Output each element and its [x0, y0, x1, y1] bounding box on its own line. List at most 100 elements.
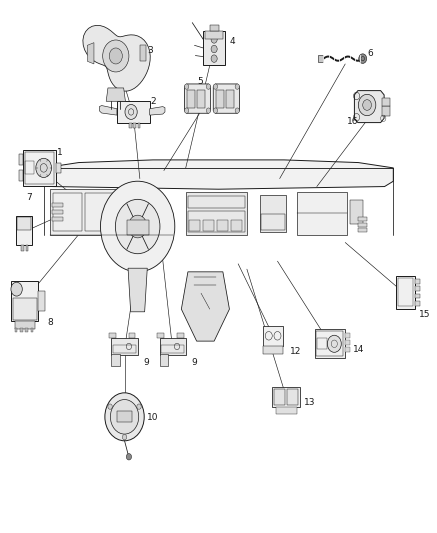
Text: 9: 9: [143, 358, 149, 367]
Bar: [398, 278, 413, 306]
Text: 6: 6: [367, 49, 373, 58]
Bar: [203, 220, 214, 231]
Bar: [52, 203, 63, 207]
Bar: [415, 294, 420, 298]
Bar: [358, 228, 367, 232]
Text: 13: 13: [304, 398, 315, 407]
Bar: [138, 123, 140, 128]
Bar: [350, 200, 363, 224]
Circle shape: [206, 108, 211, 114]
Bar: [25, 327, 28, 332]
Circle shape: [211, 55, 217, 62]
Circle shape: [184, 108, 189, 114]
Text: 1: 1: [57, 149, 62, 157]
Circle shape: [36, 158, 52, 177]
Circle shape: [211, 36, 217, 43]
Bar: [20, 327, 23, 332]
Bar: [117, 411, 132, 422]
Polygon shape: [354, 91, 384, 123]
Bar: [317, 338, 327, 349]
Bar: [203, 30, 225, 65]
Bar: [157, 333, 164, 338]
Bar: [345, 347, 350, 352]
Text: 2: 2: [150, 97, 156, 106]
Bar: [260, 195, 286, 232]
Bar: [13, 297, 37, 319]
Circle shape: [108, 404, 112, 409]
Bar: [25, 161, 34, 174]
Circle shape: [206, 84, 211, 90]
Bar: [188, 211, 245, 232]
Bar: [52, 210, 63, 214]
Circle shape: [125, 104, 137, 119]
Text: 5: 5: [198, 77, 203, 86]
Text: 12: 12: [290, 348, 301, 356]
Bar: [18, 155, 23, 165]
Bar: [50, 189, 118, 235]
Polygon shape: [181, 272, 229, 341]
Bar: [31, 327, 33, 332]
Polygon shape: [100, 106, 117, 115]
Bar: [415, 279, 420, 284]
Bar: [133, 123, 136, 128]
Bar: [272, 387, 301, 407]
Bar: [205, 30, 223, 39]
Bar: [263, 326, 283, 346]
Bar: [18, 171, 23, 181]
Bar: [263, 346, 283, 354]
Circle shape: [213, 108, 218, 114]
Polygon shape: [184, 84, 211, 114]
Bar: [197, 90, 205, 108]
Circle shape: [235, 108, 239, 114]
Circle shape: [327, 335, 341, 352]
Bar: [345, 340, 350, 345]
Bar: [415, 286, 420, 291]
Text: 14: 14: [353, 345, 364, 353]
Bar: [160, 338, 186, 355]
Bar: [15, 327, 17, 332]
Bar: [109, 333, 116, 338]
Bar: [26, 245, 28, 252]
Bar: [85, 193, 114, 231]
Bar: [188, 196, 245, 208]
Circle shape: [128, 215, 147, 238]
Circle shape: [122, 434, 127, 440]
Bar: [38, 291, 45, 311]
Bar: [216, 90, 224, 108]
Bar: [382, 98, 390, 106]
Circle shape: [213, 84, 218, 90]
Text: 10: 10: [147, 414, 159, 422]
Bar: [113, 345, 136, 353]
Circle shape: [358, 94, 376, 116]
Bar: [129, 333, 135, 338]
Bar: [187, 90, 195, 108]
Bar: [261, 214, 285, 230]
Bar: [358, 217, 367, 221]
Bar: [345, 333, 350, 338]
Text: 3: 3: [147, 46, 153, 55]
Polygon shape: [140, 45, 146, 61]
Circle shape: [105, 393, 144, 441]
Bar: [318, 55, 323, 62]
Bar: [129, 123, 132, 128]
Bar: [15, 321, 35, 329]
Bar: [189, 220, 200, 231]
Bar: [52, 217, 63, 221]
Circle shape: [101, 181, 175, 272]
Bar: [186, 192, 247, 235]
Polygon shape: [87, 43, 94, 64]
Circle shape: [137, 404, 141, 409]
Bar: [11, 281, 38, 321]
Bar: [231, 220, 242, 231]
Polygon shape: [149, 107, 165, 115]
Circle shape: [126, 454, 132, 460]
Bar: [382, 106, 390, 116]
Bar: [315, 329, 345, 359]
Circle shape: [359, 54, 367, 63]
Text: 16: 16: [347, 117, 358, 126]
Bar: [415, 301, 420, 306]
Bar: [276, 407, 297, 414]
Bar: [287, 389, 298, 405]
Polygon shape: [106, 88, 125, 101]
Circle shape: [211, 45, 217, 53]
